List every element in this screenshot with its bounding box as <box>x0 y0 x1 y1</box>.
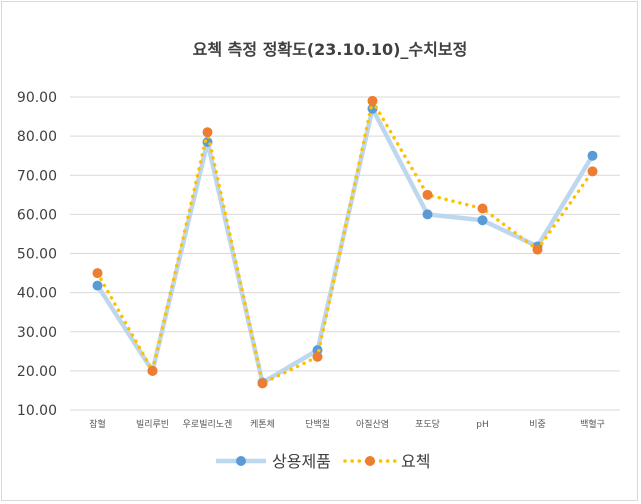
x-tick-label: 포도당 <box>415 419 440 430</box>
legend: 상용제품 요첵 <box>216 452 430 471</box>
legend-label: 상용제품 <box>272 452 331 471</box>
x-tick-label: 잠혈 <box>89 418 106 430</box>
data-point <box>257 378 268 389</box>
data-point <box>422 209 433 220</box>
data-point <box>477 203 488 214</box>
y-tick-label: 10.00 <box>17 403 57 419</box>
x-tick-label: pH <box>476 420 488 430</box>
y-tick-label: 70.00 <box>17 168 57 184</box>
data-point <box>312 351 323 362</box>
y-tick-label: 80.00 <box>17 129 57 145</box>
data-point <box>202 127 213 138</box>
data-point <box>422 189 433 200</box>
x-tick-label: 비중 <box>529 419 546 430</box>
x-tick-label: 백혈구 <box>580 418 605 430</box>
data-point <box>367 95 378 106</box>
legend-marker <box>236 456 246 466</box>
y-tick-label: 20.00 <box>17 364 57 380</box>
y-tick-label: 50.00 <box>17 247 57 263</box>
chart-title: 요첵 측정 정확도(23.10.10)_수치보정 <box>193 40 468 59</box>
data-point <box>92 268 103 279</box>
legend-item: 요첵 <box>343 452 430 471</box>
y-tick-label: 90.00 <box>17 90 57 106</box>
data-point <box>147 365 158 376</box>
legend-marker <box>365 456 375 466</box>
data-point <box>587 150 598 161</box>
series-line <box>95 106 595 385</box>
data-point <box>587 166 598 177</box>
series-line <box>95 96 595 386</box>
x-tick-label: 아질산염 <box>356 418 389 430</box>
data-point <box>92 280 103 291</box>
y-tick-label: 30.00 <box>17 325 57 341</box>
y-tick-label: 60.00 <box>17 207 57 223</box>
data-point <box>477 215 488 226</box>
series-1 <box>92 103 598 388</box>
series-2 <box>92 95 598 389</box>
x-tick-label: 빌리루빈 <box>136 419 169 430</box>
legend-label: 요첵 <box>401 452 430 471</box>
y-tick-label: 40.00 <box>17 286 57 302</box>
x-tick-label: 우로빌리노겐 <box>183 419 233 430</box>
x-tick-label: 단백질 <box>305 418 330 430</box>
x-tick-label: 케톤체 <box>250 419 275 430</box>
data-point <box>532 244 543 255</box>
legend-item: 상용제품 <box>216 452 331 471</box>
